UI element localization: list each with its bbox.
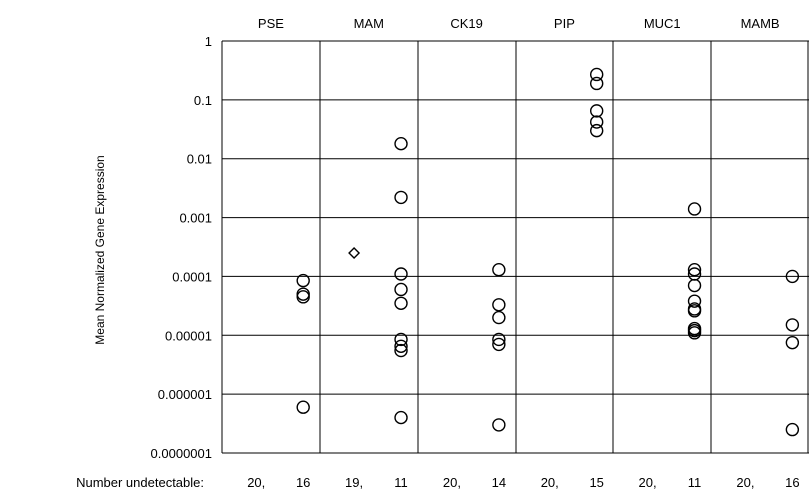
data-point-circle — [394, 343, 408, 358]
y-tick-label: 0.0000001 — [151, 446, 212, 461]
undetectable-counts: 20, 16 19, 11 20, 14 20, 15 20, 11 20, 16 — [247, 475, 799, 490]
y-tick-label: 0.00001 — [165, 328, 212, 343]
data-point-circle — [394, 282, 408, 297]
data-point-circle — [785, 335, 800, 350]
data-point-circle — [785, 318, 800, 332]
y-tick-label: 0.0001 — [172, 269, 212, 284]
category-labels: PSE MAM CK19 PIP MUC1 MAMB — [258, 16, 780, 31]
data-point-circle — [687, 304, 702, 318]
data-point-circle — [590, 123, 604, 138]
category-label: PIP — [554, 16, 575, 31]
y-tick-label: 0.000001 — [158, 387, 212, 402]
category-label: MAMB — [741, 16, 780, 31]
data-point-circle — [394, 190, 408, 205]
undetectable-count: 16 — [296, 475, 310, 490]
data-point-circle — [687, 263, 702, 277]
data-point-circle — [394, 136, 408, 151]
undetectable-count: 16 — [785, 475, 799, 490]
data-point-circle — [394, 332, 408, 347]
undetectable-count: 20, — [639, 475, 657, 490]
data-point-circle — [296, 400, 310, 414]
y-tick-label: 0.1 — [194, 93, 212, 108]
undetectable-count: 15 — [589, 475, 603, 490]
category-label: MAM — [354, 16, 384, 31]
data-point-circle — [394, 410, 408, 425]
category-label: CK19 — [450, 16, 483, 31]
data-points — [296, 67, 800, 437]
data-point-diamond — [348, 247, 361, 259]
data-point-circle — [296, 290, 310, 304]
data-point-circle — [296, 287, 310, 301]
data-point-circle — [590, 67, 604, 82]
footer-label: Number undetectable: — [76, 475, 204, 490]
data-point-circle — [590, 104, 604, 118]
y-tick-label: 1 — [205, 34, 212, 49]
data-point-circle — [492, 418, 506, 432]
data-point-circle — [492, 263, 506, 277]
undetectable-count: 11 — [688, 475, 702, 490]
y-tick-label: 0.01 — [187, 152, 212, 167]
undetectable-count: 14 — [492, 475, 506, 490]
data-point-circle — [296, 273, 310, 288]
data-point-circle — [687, 326, 702, 340]
data-point-circle — [492, 332, 506, 347]
data-point-circle — [785, 422, 800, 437]
undetectable-count: 20, — [541, 475, 559, 490]
undetectable-count: 11 — [394, 475, 408, 490]
data-point-circle — [492, 337, 506, 352]
data-point-circle — [687, 294, 702, 308]
data-point-circle — [492, 298, 506, 312]
y-axis-label: Mean Normalized Gene Expression — [93, 155, 107, 344]
data-point-circle — [394, 267, 408, 281]
data-point-circle — [394, 339, 408, 353]
data-point-circle — [590, 115, 604, 129]
category-label: MUC1 — [644, 16, 681, 31]
data-point-circle — [785, 269, 800, 284]
undetectable-count: 19, — [345, 475, 363, 490]
undetectable-count: 20, — [247, 475, 265, 490]
undetectable-count: 20, — [736, 475, 754, 490]
undetectable-count: 20, — [443, 475, 461, 490]
grid — [221, 40, 809, 454]
y-tick-label: 0.001 — [179, 211, 212, 226]
data-point-circle — [687, 202, 702, 216]
data-point-circle — [687, 278, 702, 293]
y-tick-labels: 1 0.1 0.01 0.001 0.0001 0.00001 0.000001 0.0000… — [151, 34, 212, 461]
category-label: PSE — [258, 16, 284, 31]
data-point-circle — [590, 76, 604, 91]
data-point-circle — [492, 310, 506, 325]
data-point-circle — [394, 296, 408, 310]
